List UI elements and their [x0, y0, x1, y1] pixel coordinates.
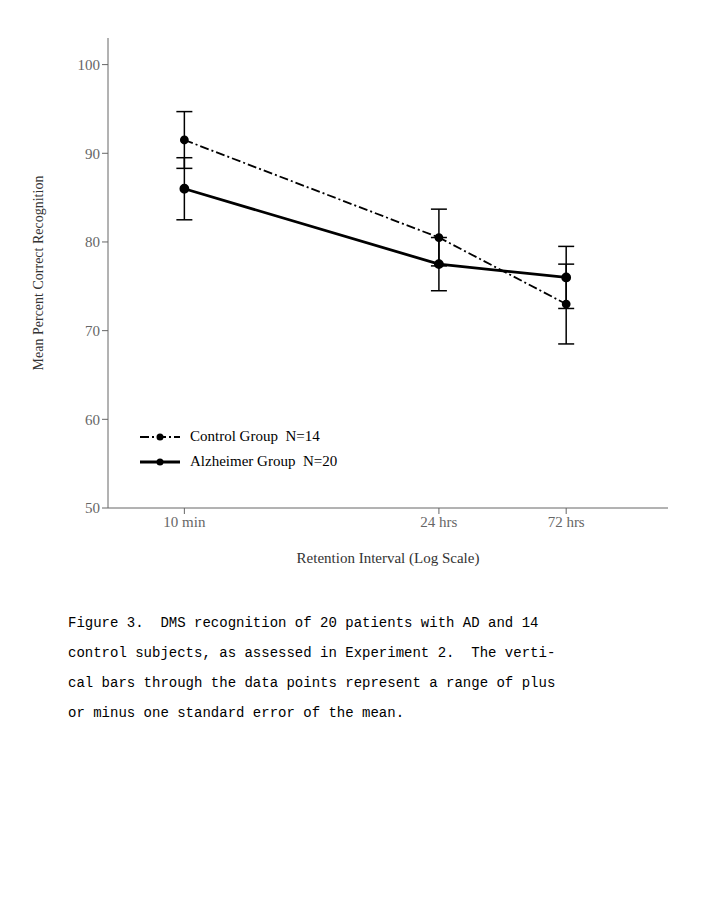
html-text:or minus one standard error of: or minus one standard error of the mean.: [68, 705, 405, 721]
html-text:Alzheimer Group N=20: Alzheimer Group N=20: [190, 453, 338, 469]
svg-text:70: 70: [85, 323, 100, 339]
svg-text:72 hrs: 72 hrs: [548, 514, 585, 530]
html-text:control subjects, as assessed: control subjects, as assessed in Experim…: [68, 645, 556, 661]
svg-text:Mean Percent Correct Recogniti: Mean Percent Correct Recognition: [31, 176, 46, 371]
html-text:Control Group N=14: Control Group N=14: [190, 428, 320, 444]
svg-text:Retention Interval (Log Scale): Retention Interval (Log Scale): [297, 550, 480, 567]
svg-text:50: 50: [85, 500, 100, 516]
svg-text:80: 80: [85, 234, 100, 250]
svg-text:60: 60: [85, 412, 100, 428]
svg-text:24 hrs: 24 hrs: [420, 514, 457, 530]
svg-text:90: 90: [85, 146, 100, 162]
html-text:cal bars through the data poin: cal bars through the data points represe…: [68, 675, 556, 691]
html-text:Figure 3. DMS recognition of 2: Figure 3. DMS recognition of 20 patients…: [68, 615, 539, 631]
svg-text:10 min: 10 min: [163, 514, 206, 530]
svg-text:100: 100: [78, 57, 101, 73]
